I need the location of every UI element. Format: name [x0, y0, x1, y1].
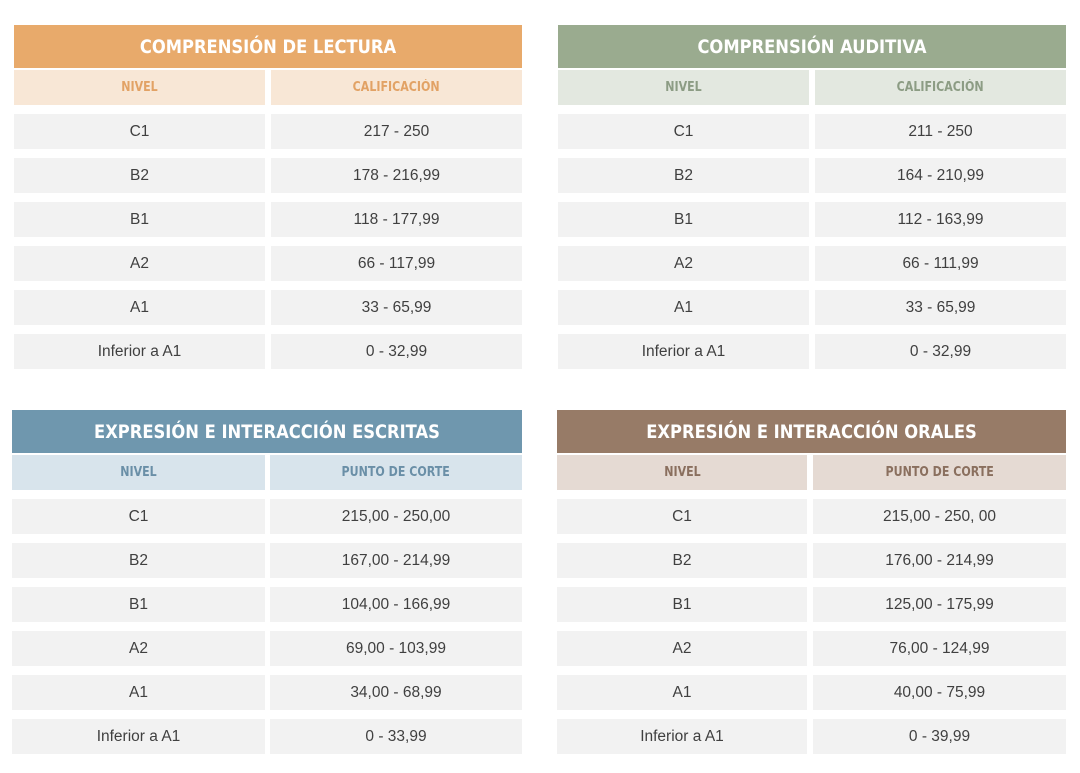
table-row: B2 164 - 210,99	[558, 158, 1066, 193]
panel-title-bar: EXPRESIÓN E INTERACCIÓN ORALES	[557, 410, 1066, 453]
table-row: B1 118 - 177,99	[14, 202, 522, 237]
cell-level: A1	[12, 675, 265, 710]
table-row: Inferior a A1 0 - 32,99	[558, 334, 1066, 369]
cell-range: 0 - 33,99	[270, 719, 522, 754]
cell-level: A2	[557, 631, 807, 666]
table-row: C1 211 - 250	[558, 114, 1066, 149]
cell-range: 33 - 65,99	[271, 290, 522, 325]
table-row: A2 69,00 - 103,99	[12, 631, 522, 666]
cell-range: 167,00 - 214,99	[270, 543, 522, 578]
cell-level: B1	[558, 202, 809, 237]
panel-comprension-lectura: COMPRENSIÓN DE LECTURA NIVEL CALIFICACIÓ…	[14, 25, 522, 369]
table-row: B2 178 - 216,99	[14, 158, 522, 193]
cell-level: B2	[14, 158, 265, 193]
table-row: A1 34,00 - 68,99	[12, 675, 522, 710]
table-row: Inferior a A1 0 - 33,99	[12, 719, 522, 754]
table-row: B1 125,00 - 175,99	[557, 587, 1066, 622]
cell-level: B1	[12, 587, 265, 622]
table-row: Inferior a A1 0 - 39,99	[557, 719, 1066, 754]
cell-level: B2	[557, 543, 807, 578]
table-row: A1 40,00 - 75,99	[557, 675, 1066, 710]
cell-range: 215,00 - 250, 00	[813, 499, 1066, 534]
column-header-score: CALIFICACIÓN	[815, 70, 1066, 105]
table-row: A2 66 - 111,99	[558, 246, 1066, 281]
cell-range: 125,00 - 175,99	[813, 587, 1066, 622]
table-row: A2 76,00 - 124,99	[557, 631, 1066, 666]
cell-range: 118 - 177,99	[271, 202, 522, 237]
cell-range: 76,00 - 124,99	[813, 631, 1066, 666]
cell-range: 40,00 - 75,99	[813, 675, 1066, 710]
table-row: B1 112 - 163,99	[558, 202, 1066, 237]
cell-range: 66 - 117,99	[271, 246, 522, 281]
table-row: C1 215,00 - 250,00	[12, 499, 522, 534]
column-header-nivel: NIVEL	[14, 70, 265, 105]
cell-level: A1	[558, 290, 809, 325]
table-header: NIVEL CALIFICACIÓN	[14, 70, 522, 105]
cell-range: 69,00 - 103,99	[270, 631, 522, 666]
cell-range: 66 - 111,99	[815, 246, 1066, 281]
cell-level: B2	[12, 543, 265, 578]
panel-comprension-auditiva: COMPRENSIÓN AUDITIVA NIVEL CALIFICACIÓN …	[558, 25, 1066, 369]
column-header-score: CALIFICACIÓN	[271, 70, 522, 105]
cell-range: 0 - 39,99	[813, 719, 1066, 754]
cell-level: A1	[14, 290, 265, 325]
cell-range: 112 - 163,99	[815, 202, 1066, 237]
cell-range: 176,00 - 214,99	[813, 543, 1066, 578]
table-row: B2 167,00 - 214,99	[12, 543, 522, 578]
cell-level: B2	[558, 158, 809, 193]
panel-expresion-orales: EXPRESIÓN E INTERACCIÓN ORALES NIVEL PUN…	[557, 410, 1066, 754]
cell-level: A2	[14, 246, 265, 281]
panel-title-bar: EXPRESIÓN E INTERACCIÓN ESCRITAS	[12, 410, 522, 453]
cell-level: C1	[558, 114, 809, 149]
cell-range: 211 - 250	[815, 114, 1066, 149]
column-header-nivel: NIVEL	[558, 70, 809, 105]
table-header: NIVEL PUNTO DE CORTE	[557, 455, 1066, 490]
table-header: NIVEL CALIFICACIÓN	[558, 70, 1066, 105]
panel-title: EXPRESIÓN E INTERACCIÓN ESCRITAS	[94, 421, 440, 443]
table-row: B2 176,00 - 214,99	[557, 543, 1066, 578]
cell-range: 164 - 210,99	[815, 158, 1066, 193]
cell-range: 104,00 - 166,99	[270, 587, 522, 622]
panel-title: EXPRESIÓN E INTERACCIÓN ORALES	[646, 421, 977, 443]
table-row: A1 33 - 65,99	[14, 290, 522, 325]
cell-range: 0 - 32,99	[815, 334, 1066, 369]
cell-range: 0 - 32,99	[271, 334, 522, 369]
cell-level: B1	[14, 202, 265, 237]
cell-level: C1	[557, 499, 807, 534]
cell-level: C1	[14, 114, 265, 149]
table-row: A2 66 - 117,99	[14, 246, 522, 281]
table-row: Inferior a A1 0 - 32,99	[14, 334, 522, 369]
cell-level: Inferior a A1	[14, 334, 265, 369]
panel-title: COMPRENSIÓN DE LECTURA	[139, 36, 397, 58]
table-header: NIVEL PUNTO DE CORTE	[12, 455, 522, 490]
column-header-nivel: NIVEL	[557, 455, 807, 490]
table-row: C1 217 - 250	[14, 114, 522, 149]
column-header-score: PUNTO DE CORTE	[270, 455, 522, 490]
table-row: A1 33 - 65,99	[558, 290, 1066, 325]
panel-title-bar: COMPRENSIÓN AUDITIVA	[558, 25, 1066, 68]
panel-expresion-escritas: EXPRESIÓN E INTERACCIÓN ESCRITAS NIVEL P…	[12, 410, 522, 754]
panel-title-bar: COMPRENSIÓN DE LECTURA	[14, 25, 522, 68]
cell-range: 217 - 250	[271, 114, 522, 149]
column-header-nivel: NIVEL	[12, 455, 265, 490]
column-header-score: PUNTO DE CORTE	[813, 455, 1066, 490]
cell-level: A2	[558, 246, 809, 281]
cell-level: A1	[557, 675, 807, 710]
cell-level: C1	[12, 499, 265, 534]
cell-range: 33 - 65,99	[815, 290, 1066, 325]
cell-level: A2	[12, 631, 265, 666]
cell-range: 34,00 - 68,99	[270, 675, 522, 710]
cell-level: Inferior a A1	[12, 719, 265, 754]
cell-range: 215,00 - 250,00	[270, 499, 522, 534]
cell-level: Inferior a A1	[558, 334, 809, 369]
table-row: B1 104,00 - 166,99	[12, 587, 522, 622]
cell-level: B1	[557, 587, 807, 622]
cell-level: Inferior a A1	[557, 719, 807, 754]
cell-range: 178 - 216,99	[271, 158, 522, 193]
table-row: C1 215,00 - 250, 00	[557, 499, 1066, 534]
panel-title: COMPRENSIÓN AUDITIVA	[697, 36, 927, 58]
